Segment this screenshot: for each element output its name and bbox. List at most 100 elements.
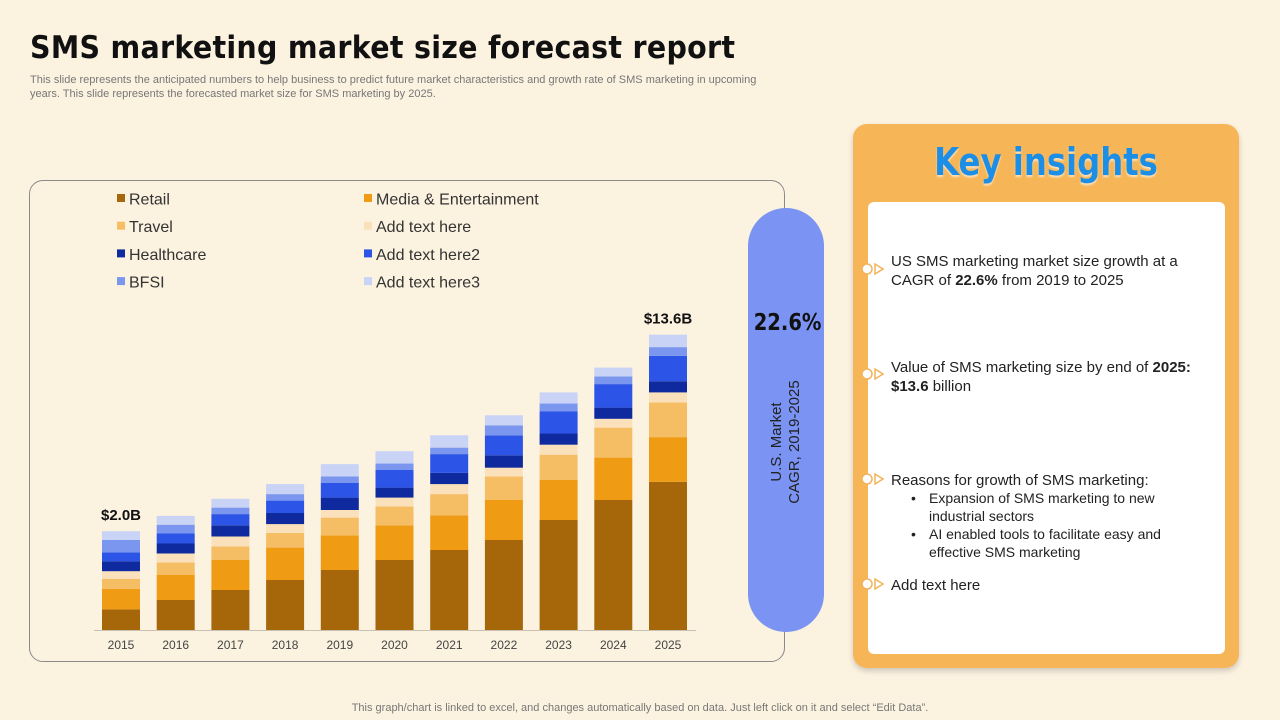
bar-segment <box>320 476 359 483</box>
bar-segment <box>539 392 578 404</box>
bar-segment <box>211 498 250 508</box>
insight-reasons-list: Expansion of SMS marketing to new indust… <box>911 489 1201 561</box>
x-tick-label: 2019 <box>326 638 353 652</box>
bar-segment <box>266 547 305 580</box>
bar-segment <box>594 367 633 377</box>
bar-segment <box>430 494 469 516</box>
bar-segment <box>211 536 250 547</box>
bar-segment <box>594 418 633 428</box>
arrow-bullet-icon <box>861 263 885 275</box>
bar-segment <box>375 470 414 488</box>
insight-item-value: Value of SMS marketing size by end of 20… <box>891 359 1191 395</box>
bar-segment <box>594 427 633 458</box>
bar-segment <box>484 500 523 540</box>
bar-segment <box>539 520 578 630</box>
bar-segment <box>211 525 250 537</box>
bar-segment <box>484 425 523 436</box>
bar-segment <box>156 562 195 575</box>
cagr-value: 22.6% <box>753 310 822 336</box>
bar-segment <box>156 524 195 534</box>
reason-list-item: AI enabled tools to facilitate easy and … <box>911 525 1201 561</box>
legend-swatch <box>364 249 372 258</box>
bar-segment <box>102 571 140 579</box>
bar-segment <box>266 484 305 495</box>
bar-segment <box>649 347 687 356</box>
bar-segment <box>266 512 305 525</box>
x-tick-label: 2018 <box>272 638 299 652</box>
bar-segment <box>375 560 414 630</box>
bar-segment <box>320 570 359 630</box>
x-tick-label: 2016 <box>162 638 189 652</box>
bar-segment <box>375 487 414 498</box>
bar-segment <box>484 540 523 630</box>
bar-segment <box>594 376 633 385</box>
bar-segment <box>156 515 195 525</box>
bar-segment <box>266 524 305 533</box>
bar-segment <box>320 535 359 570</box>
bar-segment <box>594 500 633 630</box>
bar-segment <box>430 515 469 550</box>
bar-segment <box>430 472 469 485</box>
legend-label: Healthcare <box>129 247 206 264</box>
bar-segment <box>375 525 414 560</box>
bar-segment <box>594 407 633 419</box>
x-tick-label: 2022 <box>491 638 518 652</box>
bar-segment <box>649 355 687 382</box>
data-label: $2.0B <box>101 507 141 524</box>
bar-segment <box>102 588 140 610</box>
stacked-bar-chart: 2015 2016 2017 2018 2019 2020 2021 2022 2023 2024… <box>94 192 696 652</box>
bar-segment <box>102 531 140 540</box>
data-label: $13.6B <box>644 311 693 328</box>
bar-segment <box>102 540 140 553</box>
bar-segment <box>649 437 687 482</box>
x-tick-label: 2015 <box>108 638 135 652</box>
legend-label: Retail <box>129 192 170 209</box>
bar-segment <box>266 532 305 548</box>
bar-segment <box>539 454 578 480</box>
bar-segment <box>375 506 414 526</box>
bar-segment <box>484 415 523 426</box>
legend-swatch <box>117 194 125 202</box>
bar-segment <box>156 600 195 630</box>
bar-segment <box>320 482 359 498</box>
bar-segment <box>649 481 687 630</box>
legend-label: Add text here3 <box>376 275 480 292</box>
bar-segment <box>320 517 359 536</box>
bar-segment <box>649 402 687 438</box>
bar-segment <box>539 411 578 434</box>
bar-segment <box>375 451 414 464</box>
insights-content-box <box>868 202 1225 654</box>
bar-segment <box>102 561 140 572</box>
bar-segment <box>211 560 250 590</box>
bar-segment <box>375 497 414 507</box>
bar-segment <box>156 533 195 544</box>
bar-segment <box>430 484 469 495</box>
bar-segment <box>430 550 469 630</box>
bar-segment <box>484 467 523 477</box>
x-tick-label: 2025 <box>655 638 682 652</box>
insight-item-reasons: Reasons for growth of SMS marketing: <box>891 472 1149 489</box>
bar-segment <box>211 546 250 560</box>
bar-segment <box>649 334 687 348</box>
legend-label: Add text here <box>376 219 471 236</box>
arrow-bullet-icon <box>861 578 885 590</box>
legend-swatch <box>364 194 372 202</box>
bar-segment <box>320 497 359 510</box>
bar-segment <box>539 433 578 445</box>
legend-swatch <box>117 221 125 230</box>
legend-swatch <box>364 221 372 230</box>
bar-segment <box>484 435 523 456</box>
bar-segment <box>156 553 195 563</box>
bar-segment <box>649 381 687 393</box>
cagr-label: U.S. Market CAGR, 2019-2025 <box>768 380 804 503</box>
bar-segment <box>484 476 523 500</box>
legend-label: BFSI <box>129 275 165 292</box>
legend-swatch <box>117 249 125 258</box>
bar-segment <box>211 514 250 526</box>
bar-segment <box>211 507 250 515</box>
bar-segment <box>266 494 305 501</box>
bar-segment <box>156 574 195 600</box>
x-tick-label: 2024 <box>600 638 627 652</box>
bar-segment <box>102 578 140 589</box>
bar-segment <box>539 480 578 520</box>
